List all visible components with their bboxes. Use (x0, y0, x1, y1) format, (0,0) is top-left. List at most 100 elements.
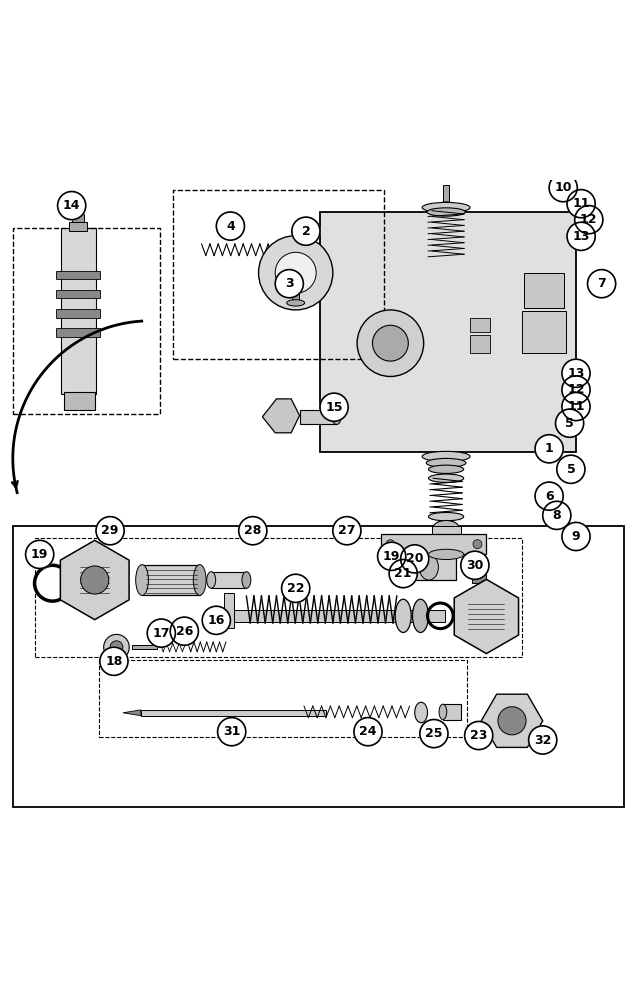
Circle shape (170, 617, 198, 645)
Text: 24: 24 (359, 725, 377, 738)
Text: 20: 20 (406, 552, 424, 565)
Polygon shape (262, 399, 300, 433)
Text: 13: 13 (567, 367, 585, 380)
Bar (524, 273, 564, 308)
Text: 16: 16 (207, 614, 225, 627)
Ellipse shape (193, 565, 206, 595)
Text: 26: 26 (175, 625, 193, 638)
Bar (224, 593, 234, 628)
Text: 13: 13 (572, 230, 590, 243)
Ellipse shape (136, 565, 148, 595)
Bar (522, 311, 566, 353)
Text: 21: 21 (394, 567, 412, 580)
Circle shape (147, 619, 175, 647)
Text: 2: 2 (301, 225, 310, 238)
Bar (69, 222, 87, 231)
Text: 12: 12 (580, 213, 598, 226)
Circle shape (81, 566, 109, 594)
Bar (292, 275, 299, 302)
Circle shape (320, 393, 348, 421)
Circle shape (575, 206, 603, 234)
Circle shape (529, 726, 557, 754)
Bar (432, 526, 461, 535)
Bar (472, 572, 486, 583)
Circle shape (498, 707, 526, 735)
Text: 17: 17 (152, 627, 170, 640)
Bar (56, 309, 100, 318)
Text: 7: 7 (597, 277, 606, 290)
Circle shape (567, 190, 595, 218)
Circle shape (557, 455, 585, 483)
Ellipse shape (332, 410, 341, 424)
Text: 30: 30 (466, 559, 484, 572)
Bar (72, 214, 84, 222)
Circle shape (401, 545, 429, 573)
Text: 28: 28 (244, 524, 262, 537)
Circle shape (239, 517, 267, 545)
Bar (13, 526, 624, 807)
Ellipse shape (419, 554, 438, 580)
Ellipse shape (426, 458, 466, 467)
Bar (35, 538, 522, 657)
Circle shape (549, 174, 577, 202)
Text: 27: 27 (338, 524, 356, 537)
Ellipse shape (422, 202, 470, 213)
Circle shape (562, 376, 590, 404)
Circle shape (333, 517, 361, 545)
Text: 15: 15 (325, 401, 343, 414)
Ellipse shape (440, 202, 452, 207)
Text: 9: 9 (572, 530, 580, 543)
Ellipse shape (429, 474, 463, 482)
Circle shape (556, 409, 584, 437)
Circle shape (275, 252, 316, 293)
Circle shape (104, 634, 129, 660)
Text: 22: 22 (287, 582, 305, 595)
Bar (64, 392, 95, 410)
Polygon shape (60, 540, 129, 620)
Circle shape (588, 270, 616, 298)
Circle shape (275, 270, 303, 298)
Circle shape (357, 310, 424, 376)
Circle shape (386, 540, 395, 549)
Circle shape (26, 540, 54, 568)
Circle shape (378, 542, 406, 570)
Ellipse shape (427, 208, 465, 216)
Text: 32: 32 (534, 734, 552, 746)
Ellipse shape (429, 512, 463, 521)
Ellipse shape (413, 599, 429, 632)
Bar (56, 328, 100, 337)
Text: 11: 11 (567, 400, 585, 413)
Polygon shape (454, 579, 518, 654)
Circle shape (202, 606, 230, 634)
Ellipse shape (439, 704, 447, 720)
Bar (320, 212, 576, 452)
Circle shape (292, 217, 320, 245)
Text: 8: 8 (552, 509, 561, 522)
Text: 19: 19 (31, 548, 49, 561)
Bar (132, 645, 157, 649)
Bar (300, 410, 337, 424)
Ellipse shape (433, 520, 459, 535)
Circle shape (562, 522, 590, 551)
Text: 5: 5 (565, 417, 574, 430)
Bar (443, 704, 461, 720)
Bar (443, 185, 449, 204)
Circle shape (461, 551, 489, 579)
Bar (61, 228, 96, 394)
Circle shape (259, 236, 333, 310)
Bar (99, 660, 467, 737)
Circle shape (100, 647, 128, 675)
Text: 6: 6 (545, 490, 554, 503)
Bar (56, 271, 100, 279)
Circle shape (354, 718, 382, 746)
Text: 4: 4 (226, 220, 235, 233)
Circle shape (465, 721, 493, 750)
Polygon shape (481, 694, 543, 747)
Circle shape (389, 560, 417, 588)
Circle shape (562, 392, 590, 421)
Circle shape (562, 359, 590, 387)
Ellipse shape (242, 572, 251, 588)
Circle shape (58, 192, 86, 220)
Text: 10: 10 (554, 181, 572, 194)
Circle shape (96, 517, 124, 545)
